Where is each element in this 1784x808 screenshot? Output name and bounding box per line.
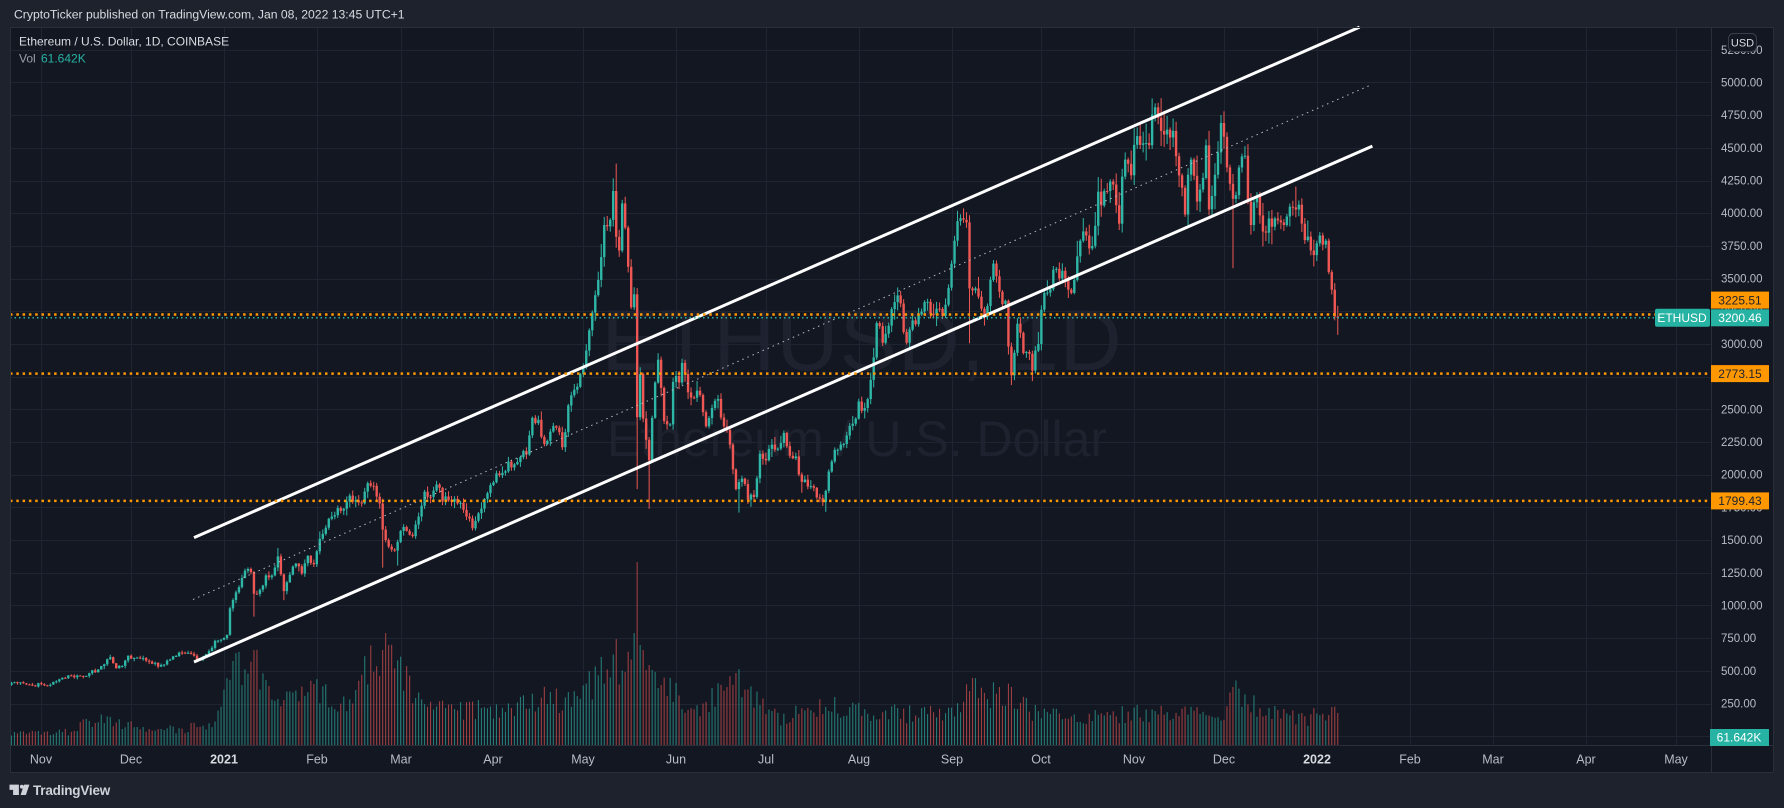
svg-text:500.00: 500.00 <box>1721 666 1756 678</box>
svg-text:1000.00: 1000.00 <box>1721 601 1763 613</box>
svg-text:Oct: Oct <box>1031 753 1051 767</box>
svg-text:Ethereum / U.S. Dollar, 1D, CO: Ethereum / U.S. Dollar, 1D, COINBASE <box>19 35 229 49</box>
svg-text:TradingView: TradingView <box>33 783 111 798</box>
svg-text:Feb: Feb <box>306 753 328 767</box>
svg-text:Nov: Nov <box>1123 753 1146 767</box>
svg-text:1799.43: 1799.43 <box>1718 494 1762 508</box>
svg-text:2250.00: 2250.00 <box>1721 437 1763 449</box>
svg-text:ETHUSD: ETHUSD <box>1657 311 1707 325</box>
svg-text:2500.00: 2500.00 <box>1721 404 1763 416</box>
svg-text:2773.15: 2773.15 <box>1718 367 1762 381</box>
svg-text:Dec: Dec <box>1213 753 1235 767</box>
svg-text:Feb: Feb <box>1399 753 1421 767</box>
svg-text:2022: 2022 <box>1303 753 1331 767</box>
svg-text:5000.00: 5000.00 <box>1721 78 1763 90</box>
svg-text:1500.00: 1500.00 <box>1721 535 1763 547</box>
svg-text:1250.00: 1250.00 <box>1721 568 1763 580</box>
svg-text:Mar: Mar <box>390 753 412 767</box>
svg-text:4750.00: 4750.00 <box>1721 110 1763 122</box>
svg-text:Nov: Nov <box>30 753 53 767</box>
svg-text:2021: 2021 <box>210 753 238 767</box>
svg-text:750.00: 750.00 <box>1721 633 1756 645</box>
svg-text:Apr: Apr <box>1576 753 1595 767</box>
svg-text:Ethereum / U.S. Dollar: Ethereum / U.S. Dollar <box>607 411 1107 467</box>
svg-text:Dec: Dec <box>120 753 142 767</box>
svg-text:61.642K: 61.642K <box>1717 731 1762 745</box>
svg-text:3225.51: 3225.51 <box>1718 293 1762 307</box>
svg-text:3200.46: 3200.46 <box>1718 311 1762 325</box>
svg-text:3500.00: 3500.00 <box>1721 274 1763 286</box>
svg-text:250.00: 250.00 <box>1721 699 1756 711</box>
svg-text:4500.00: 4500.00 <box>1721 143 1763 155</box>
svg-text:CryptoTicker published on Trad: CryptoTicker published on TradingView.co… <box>14 8 405 22</box>
svg-text:Vol: Vol <box>19 52 36 66</box>
svg-text:3750.00: 3750.00 <box>1721 241 1763 253</box>
svg-text:Jun: Jun <box>666 753 686 767</box>
svg-text:Mar: Mar <box>1482 753 1504 767</box>
svg-text:May: May <box>571 753 595 767</box>
svg-text:Jul: Jul <box>758 753 774 767</box>
svg-text:Aug: Aug <box>848 753 870 767</box>
svg-text:Apr: Apr <box>483 753 502 767</box>
svg-text:USD: USD <box>1731 38 1754 50</box>
svg-text:May: May <box>1664 753 1688 767</box>
svg-text:61.642K: 61.642K <box>41 52 86 66</box>
svg-text:4000.00: 4000.00 <box>1721 208 1763 220</box>
svg-text:3000.00: 3000.00 <box>1721 339 1763 351</box>
svg-text:Sep: Sep <box>941 753 963 767</box>
svg-text:4250.00: 4250.00 <box>1721 176 1763 188</box>
svg-text:2000.00: 2000.00 <box>1721 470 1763 482</box>
